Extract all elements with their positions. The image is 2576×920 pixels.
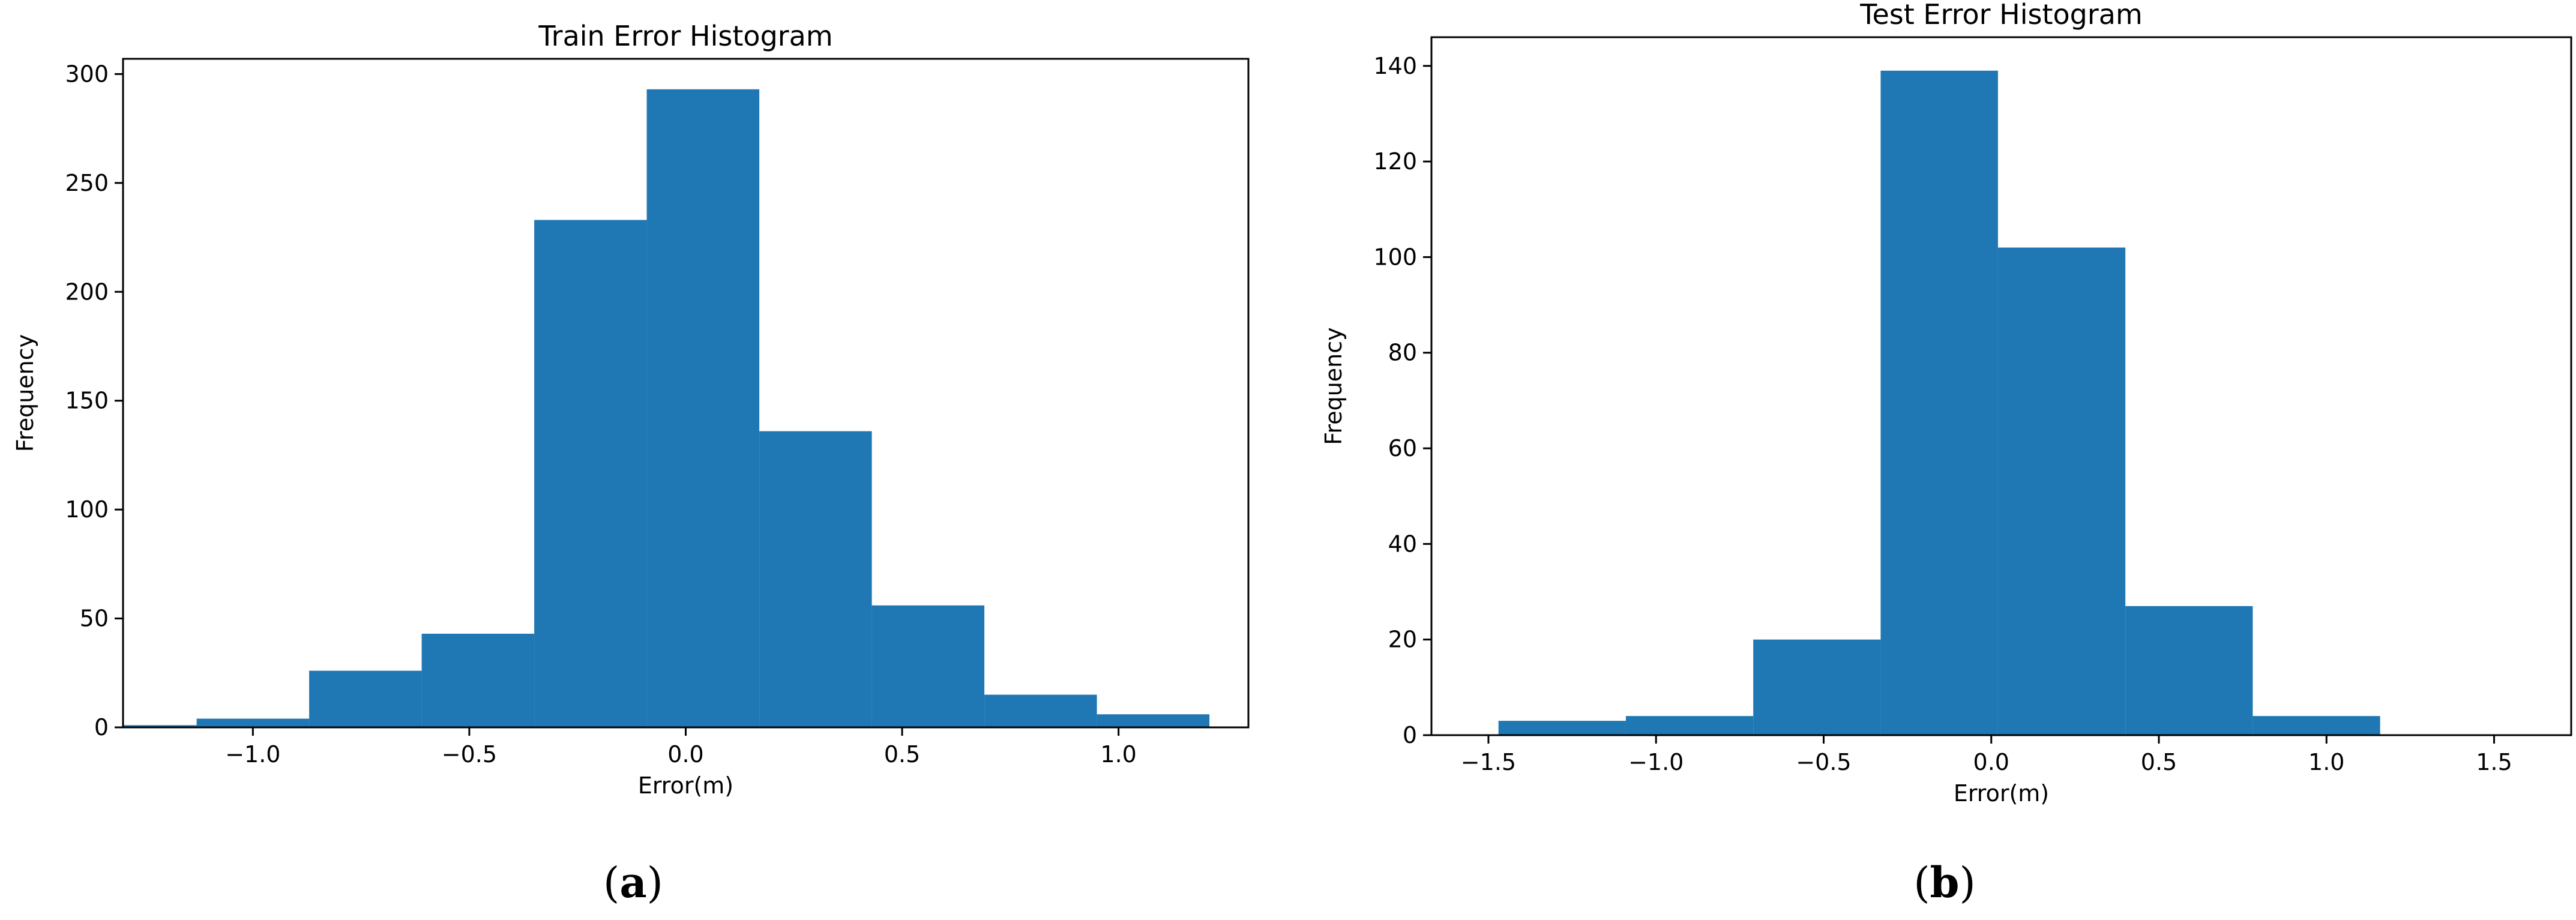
chart-0: −1.0 −0.5 0.0 0.5 1.0 0 50 100 150 200 250 300 Train… bbox=[12, 20, 1250, 907]
y-tick-label: 100 bbox=[1373, 244, 1417, 270]
histogram-bar bbox=[123, 725, 197, 727]
subfigure-caption: (b) bbox=[1913, 858, 1976, 907]
y-tick-label: 0 bbox=[94, 714, 109, 741]
chart-title: Train Error Histogram bbox=[538, 20, 832, 52]
x-tick-label: 1.0 bbox=[2308, 749, 2344, 775]
plot-frame bbox=[1430, 36, 2572, 736]
histogram-bar bbox=[309, 670, 422, 727]
histogram-bar bbox=[1880, 70, 1998, 735]
x-tick-label: −1.5 bbox=[1461, 749, 1516, 775]
bars bbox=[123, 89, 1210, 727]
histogram-bar bbox=[1625, 716, 1754, 735]
subfigure-caption: (a) bbox=[603, 858, 663, 907]
y-axis-label: Frequency bbox=[12, 334, 38, 452]
histogram-bar bbox=[1997, 247, 2126, 735]
histogram-bar bbox=[646, 89, 760, 727]
x-tick-label: 0.5 bbox=[2141, 749, 2177, 775]
chart-title: Test Error Histogram bbox=[1859, 0, 2143, 31]
x-axis-label: Error(m) bbox=[1954, 780, 2049, 807]
histogram-bar bbox=[759, 431, 872, 727]
chart-1: −1.5 −1.0 −0.5 0.0 0.5 1.0 1.5 0 20 40 60 80 100 120 1… bbox=[1320, 0, 2572, 907]
y-tick-label: 80 bbox=[1388, 340, 1417, 366]
y-tick-label: 50 bbox=[80, 606, 109, 632]
y-axis-label: Frequency bbox=[1320, 327, 1347, 445]
x-axis-label: Error(m) bbox=[638, 772, 733, 799]
histogram-bar bbox=[2252, 716, 2380, 735]
y-tick-label: 300 bbox=[65, 61, 109, 87]
histogram-bar bbox=[421, 633, 535, 727]
histogram-bar bbox=[984, 694, 1097, 727]
y-tick-label: 140 bbox=[1373, 53, 1417, 79]
y-tick-label: 150 bbox=[65, 388, 109, 414]
histogram-bar bbox=[871, 605, 985, 727]
y-tick-label: 100 bbox=[65, 496, 109, 523]
x-tick-label: 0.5 bbox=[884, 741, 920, 768]
y-tick-label: 250 bbox=[65, 170, 109, 196]
bars bbox=[1498, 70, 2380, 735]
histogram-bar bbox=[1097, 714, 1210, 727]
x-tick-label: 1.0 bbox=[1100, 741, 1136, 768]
y-tick-label: 0 bbox=[1403, 722, 1417, 748]
x-tick-label: 0.0 bbox=[667, 741, 703, 768]
y-tick-label: 200 bbox=[65, 278, 109, 305]
x-tick-label: 0.0 bbox=[1973, 749, 2009, 775]
x-tick-label: −1.0 bbox=[225, 741, 280, 768]
histogram-bar bbox=[534, 220, 647, 727]
x-tick-label: −1.0 bbox=[1628, 749, 1684, 775]
x-tick-label: −0.5 bbox=[1796, 749, 1851, 775]
histogram-bar bbox=[196, 718, 310, 727]
histogram-bar bbox=[1753, 639, 1881, 735]
x-tick-label: 1.5 bbox=[2476, 749, 2512, 775]
y-tick-label: 20 bbox=[1388, 627, 1417, 653]
histogram-bar bbox=[1498, 721, 1626, 735]
y-tick-label: 60 bbox=[1388, 435, 1417, 462]
y-tick-label: 40 bbox=[1388, 531, 1417, 557]
y-tick-label: 120 bbox=[1373, 148, 1417, 175]
histogram-bar bbox=[2125, 606, 2253, 735]
x-tick-label: −0.5 bbox=[442, 741, 497, 768]
